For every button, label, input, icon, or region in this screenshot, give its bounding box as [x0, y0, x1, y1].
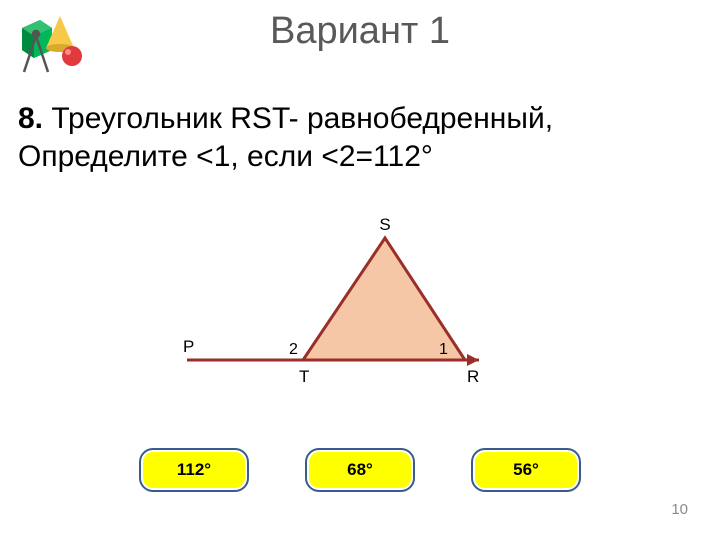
- label-S: S: [379, 215, 390, 234]
- problem-line2: Определите <1, если <2=112°: [18, 140, 433, 173]
- page-number: 10: [671, 501, 688, 518]
- label-R: R: [467, 367, 479, 386]
- answer-option-1[interactable]: 112°: [139, 448, 249, 492]
- problem-text: 8. Треугольник RST- равнобедренный, Опре…: [18, 100, 702, 175]
- answer-label: 56°: [513, 460, 539, 480]
- label-angle2: 2: [289, 341, 298, 358]
- answer-option-2[interactable]: 68°: [305, 448, 415, 492]
- label-P: P: [183, 337, 194, 356]
- answer-label: 68°: [347, 460, 373, 480]
- label-T: T: [299, 367, 309, 386]
- problem-number: 8.: [18, 102, 43, 135]
- label-angle1: 1: [439, 341, 448, 358]
- page-title: Вариант 1: [0, 10, 720, 53]
- answer-label: 112°: [177, 460, 211, 480]
- answer-row: 112° 68° 56°: [0, 448, 720, 492]
- answer-option-3[interactable]: 56°: [471, 448, 581, 492]
- triangle-diagram: S R T P 1 2: [175, 210, 505, 410]
- problem-line1: Треугольник RST- равнобедренный,: [43, 102, 553, 135]
